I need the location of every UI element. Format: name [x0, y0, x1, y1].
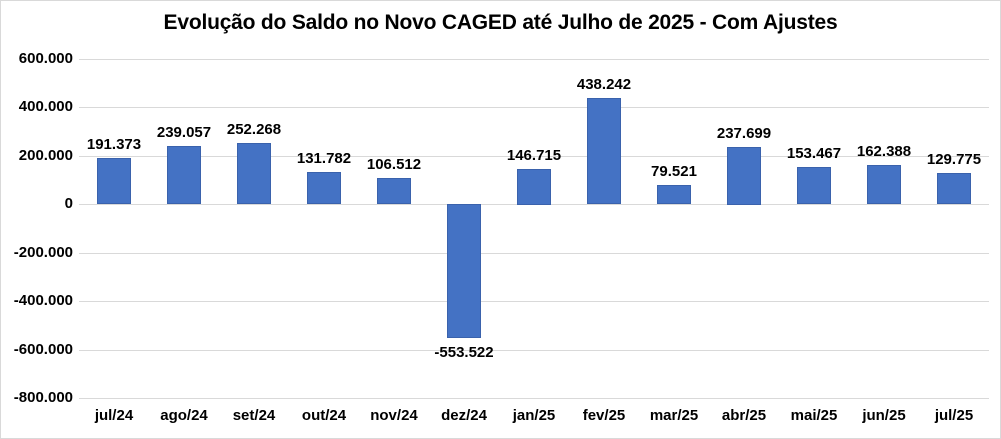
bar-value-label: 237.699 [716, 125, 772, 142]
gridline [79, 107, 989, 108]
bar-mar/25 [657, 185, 691, 204]
bar-fev/25 [587, 98, 621, 204]
y-tick-label: -800.000 [13, 389, 73, 406]
bar-value-label: 129.775 [926, 151, 982, 168]
x-tick-label: mar/25 [649, 407, 699, 424]
y-tick-label: 0 [64, 195, 73, 212]
y-tick-label: -600.000 [13, 341, 73, 358]
bar-set/24 [237, 143, 271, 204]
bar-out/24 [307, 172, 341, 204]
x-tick-label: mai/25 [790, 407, 838, 424]
y-tick-label: 200.000 [18, 147, 73, 164]
x-tick-label: jul/25 [934, 407, 974, 424]
chart-title: Evolução do Saldo no Novo CAGED até Julh… [163, 11, 838, 34]
bar-value-label: -553.522 [434, 344, 494, 361]
bar-mai/25 [797, 167, 831, 204]
bar-value-label: 252.268 [226, 121, 282, 138]
y-tick-label: 400.000 [18, 98, 73, 115]
y-tick-label: -200.000 [13, 244, 73, 261]
x-tick-label: set/24 [232, 407, 276, 424]
bar-jan/25 [517, 169, 551, 205]
bar-value-label: 106.512 [366, 156, 422, 173]
bar-value-label: 191.373 [86, 136, 142, 153]
gridline [79, 59, 989, 60]
bar-ago/24 [167, 146, 201, 204]
bar-value-label: 162.388 [856, 143, 912, 160]
bar-value-label: 131.782 [296, 150, 352, 167]
bar-value-label: 438.242 [576, 76, 632, 93]
x-tick-label: fev/25 [582, 407, 626, 424]
x-tick-label: jul/24 [94, 407, 134, 424]
bar-nov/24 [377, 178, 411, 204]
gridline [79, 253, 989, 254]
y-tick-label: 600.000 [18, 50, 73, 67]
y-tick-label: -400.000 [13, 292, 73, 309]
x-tick-label: abr/25 [721, 407, 767, 424]
x-tick-label: ago/24 [160, 407, 208, 424]
bar-dez/24 [447, 204, 481, 338]
x-tick-label: dez/24 [441, 407, 487, 424]
bar-abr/25 [727, 147, 761, 205]
bar-value-label: 153.467 [786, 145, 842, 162]
x-tick-label: jan/25 [512, 407, 556, 424]
gridline [79, 350, 989, 351]
bar-jun/25 [867, 165, 901, 204]
bar-value-label: 146.715 [506, 147, 562, 164]
bar-value-label: 239.057 [156, 124, 212, 141]
bar-jul/24 [97, 158, 131, 204]
x-tick-label: out/24 [301, 407, 347, 424]
bar-jul/25 [937, 173, 971, 204]
x-tick-label: jun/25 [862, 407, 906, 424]
bar-value-label: 79.521 [651, 163, 697, 180]
gridline [79, 301, 989, 302]
gridline [79, 398, 989, 399]
x-tick-label: nov/24 [370, 407, 418, 424]
